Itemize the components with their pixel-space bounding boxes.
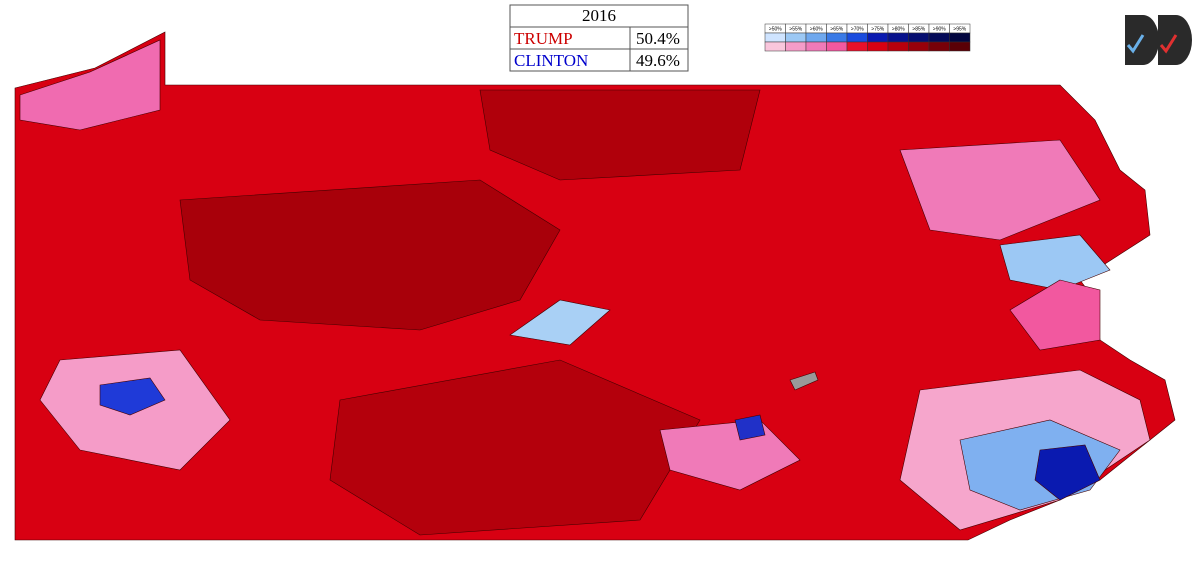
region-lightblue xyxy=(509,299,611,346)
legend-label: >80% xyxy=(892,26,905,32)
region-pink xyxy=(899,139,1101,241)
region-dark xyxy=(479,89,761,181)
legend-swatch-red xyxy=(805,41,827,52)
legend-label: >50% xyxy=(769,26,782,32)
legend-swatch-blue xyxy=(826,32,848,43)
legend-swatch-red xyxy=(908,41,930,52)
legend-swatch-red xyxy=(826,41,848,52)
region-dark xyxy=(329,359,701,536)
year: 2016 xyxy=(582,6,616,25)
region-blue xyxy=(1034,444,1101,501)
legend-label: >65% xyxy=(830,26,843,32)
legend-swatch-blue xyxy=(908,32,930,43)
legend-swatch-blue xyxy=(928,32,950,43)
legend-swatch-blue xyxy=(867,32,889,43)
legend-label: >85% xyxy=(912,26,925,32)
legend-label: >70% xyxy=(851,26,864,32)
region-blue xyxy=(734,414,766,441)
legend-label: >55% xyxy=(789,26,802,32)
legend-swatch-blue xyxy=(805,32,827,43)
region-blue xyxy=(99,377,166,416)
legend-label: >90% xyxy=(933,26,946,32)
results-box: 2016 TRUMP 50.4% CLINTON 49.6% xyxy=(509,4,689,72)
logo-d xyxy=(1158,15,1192,65)
candidate: CLINTON xyxy=(514,51,588,70)
legend-swatch-red xyxy=(949,41,971,52)
legend-swatch-red xyxy=(928,41,950,52)
legend-label: >60% xyxy=(810,26,823,32)
legend-swatch-blue xyxy=(846,32,868,43)
region-lightblue xyxy=(999,234,1111,291)
legend-swatch-red xyxy=(785,41,807,52)
share: 49.6% xyxy=(636,51,680,70)
share: 50.4% xyxy=(636,29,680,48)
region-pink xyxy=(1009,279,1101,351)
region-pink xyxy=(19,39,161,131)
region-gray xyxy=(789,371,819,391)
legend: >50% >55% >60% >65% >70% >75% >80% >85% >90% >95% xyxy=(764,23,971,52)
state-map xyxy=(14,31,1176,541)
legend-swatch-red xyxy=(846,41,868,52)
logo xyxy=(1125,15,1192,65)
legend-label: >95% xyxy=(953,26,966,32)
candidate: TRUMP xyxy=(514,29,573,48)
legend-swatch-blue xyxy=(949,32,971,43)
legend-swatch-red xyxy=(764,41,786,52)
legend-label: >75% xyxy=(871,26,884,32)
legend-swatch-red xyxy=(867,41,889,52)
logo-check xyxy=(1126,34,1145,54)
legend-swatch-blue xyxy=(764,32,786,43)
results-frame xyxy=(509,4,689,72)
legend-swatch-red xyxy=(887,41,909,52)
region-dark xyxy=(179,179,561,331)
legend-swatch-blue xyxy=(887,32,909,43)
logo-check xyxy=(1159,34,1178,54)
legend-swatch-blue xyxy=(785,32,807,43)
logo-d xyxy=(1125,15,1159,65)
